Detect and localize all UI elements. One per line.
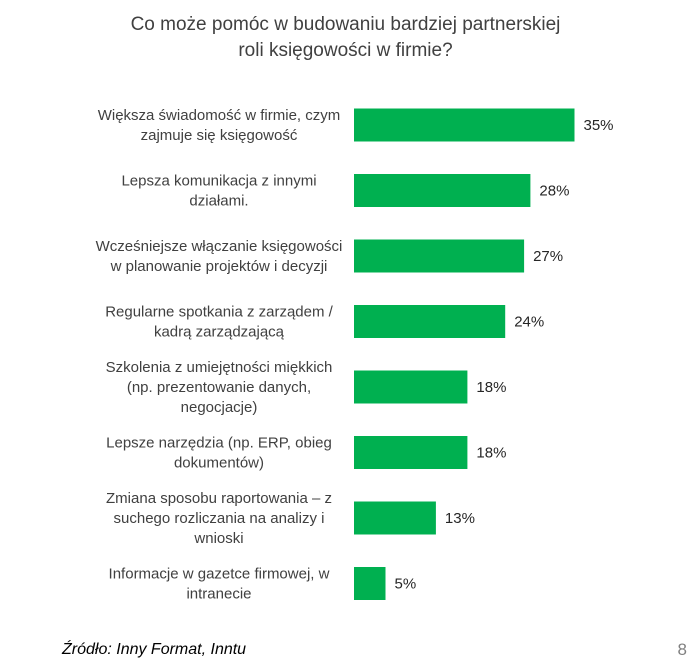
category-label-4: Regularne spotkania z zarządem / kadrą za… bbox=[105, 304, 333, 341]
bar-6 bbox=[354, 436, 468, 469]
bar-1 bbox=[354, 108, 575, 142]
category-label-7-line-2: suchego rozliczania na analizy i bbox=[114, 510, 325, 527]
category-label-3-line-2: w planowanie projektów i decyzji bbox=[110, 258, 328, 275]
value-label-1: 35% bbox=[584, 117, 614, 134]
value-label-2: 28% bbox=[539, 183, 569, 200]
chart-title: Co może pomóc w budowaniu bardziej partn… bbox=[0, 12, 691, 64]
bar-5 bbox=[354, 370, 468, 404]
category-label-4-line-2: kadrą zarządzającą bbox=[154, 324, 285, 341]
value-label-6: 18% bbox=[476, 445, 506, 462]
category-label-5-line-2: (np. prezentowanie danych, bbox=[127, 379, 311, 396]
category-label-3-line-1: Wcześniejsze włączanie księgowości bbox=[96, 238, 343, 255]
value-label-4: 24% bbox=[514, 314, 544, 331]
chart-title-line-1: Co może pomóc w budowaniu bardziej partn… bbox=[130, 14, 561, 35]
bar-2 bbox=[354, 174, 531, 207]
bar-8 bbox=[354, 567, 386, 600]
category-label-8-line-1: Informacje w gazetce firmowej, w bbox=[109, 566, 330, 583]
category-label-7: Zmiana sposobu raportowania – z suchego r… bbox=[106, 490, 332, 547]
value-label-8: 5% bbox=[395, 576, 417, 593]
chart-title-line-2: roli księgowości w firmie? bbox=[238, 40, 453, 61]
value-label-5: 18% bbox=[476, 379, 506, 396]
page-number: 8 bbox=[677, 640, 687, 659]
value-label-3: 27% bbox=[533, 248, 563, 265]
category-label-5-line-1: Szkolenia z umiejętności miękkich bbox=[106, 359, 333, 376]
category-label-1-line-2: zajmuje się księgowość bbox=[141, 127, 298, 144]
category-label-2: Lepsza komunikacja z innymi działami. bbox=[121, 173, 316, 210]
category-label-6-line-2: dokumentów) bbox=[174, 455, 264, 472]
source-note: Źródło: Inny Format, Inntu bbox=[62, 641, 247, 658]
category-label-5: Szkolenia z umiejętności miękkich (np. pr… bbox=[106, 359, 333, 416]
category-label-1: Większa świadomość w firmie, czym zajmuje… bbox=[98, 107, 341, 144]
bar-7 bbox=[354, 501, 436, 535]
category-label-7-line-1: Zmiana sposobu raportowania – z bbox=[106, 490, 332, 507]
category-label-2-line-1: Lepsza komunikacja z innymi bbox=[121, 173, 316, 190]
bar-chart: 35% Większa świadomość w firmie, czym zajm… bbox=[96, 107, 614, 603]
category-label-2-line-2: działami. bbox=[189, 193, 248, 210]
category-label-1-line-1: Większa świadomość w firmie, czym bbox=[98, 107, 341, 124]
category-label-3: Wcześniejsze włączanie księgowości w plan… bbox=[96, 238, 343, 275]
category-label-6: Lepsze narzędzia (np. ERP, obieg dokument… bbox=[106, 435, 332, 472]
category-label-7-line-3: wnioski bbox=[193, 530, 243, 547]
bar-3 bbox=[354, 239, 525, 273]
category-label-8-line-2: intranecie bbox=[186, 586, 251, 603]
category-label-5-line-3: negocjacje) bbox=[181, 399, 258, 416]
category-label-6-line-1: Lepsze narzędzia (np. ERP, obieg bbox=[106, 435, 332, 452]
value-label-7: 13% bbox=[445, 510, 475, 527]
bar-4 bbox=[354, 305, 506, 338]
category-label-8: Informacje w gazetce firmowej, w intranec… bbox=[109, 566, 330, 603]
category-label-4-line-1: Regularne spotkania z zarządem / bbox=[105, 304, 333, 321]
